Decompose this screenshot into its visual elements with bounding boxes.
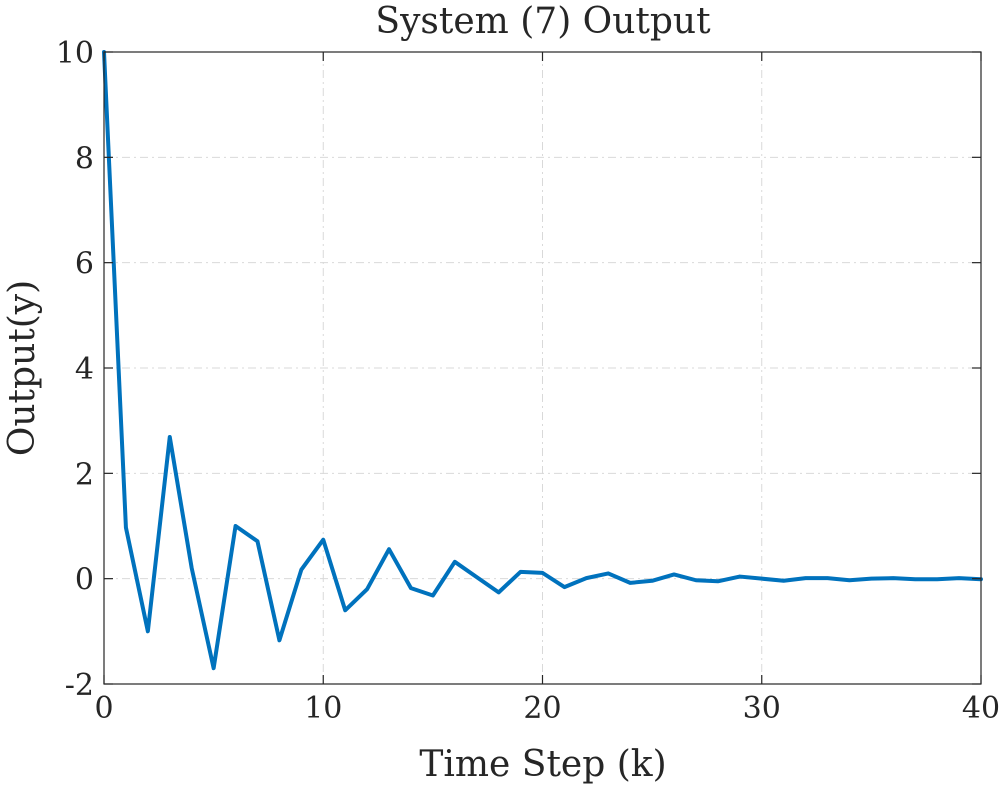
x-axis-label: Time Step (k) (419, 744, 666, 785)
y-tick-label: 4 (75, 352, 94, 387)
series-group (102, 50, 983, 671)
y-tick-label: 10 (56, 36, 94, 71)
y-tick-label: 6 (75, 247, 94, 282)
x-tick-label: 30 (743, 691, 781, 726)
chart-title: System (7) Output (375, 1, 711, 42)
ticks (103, 51, 982, 685)
y-axis-label: Output(y) (2, 280, 43, 456)
x-tick-label: 40 (962, 691, 1000, 726)
grid (104, 52, 981, 684)
x-tick-label: 20 (523, 691, 561, 726)
y-tick-label: 2 (75, 457, 94, 492)
y-tick-label: -2 (65, 668, 94, 703)
y-tick-label: 8 (75, 141, 94, 176)
x-tick-label: 0 (94, 691, 113, 726)
series-line-y (102, 50, 983, 671)
x-tick-label: 10 (304, 691, 342, 726)
x-tick-labels: 0 10 20 30 40 (94, 691, 1000, 726)
y-tick-label: 0 (75, 563, 94, 598)
y-tick-labels: -2 0 2 4 6 8 10 (56, 36, 94, 703)
